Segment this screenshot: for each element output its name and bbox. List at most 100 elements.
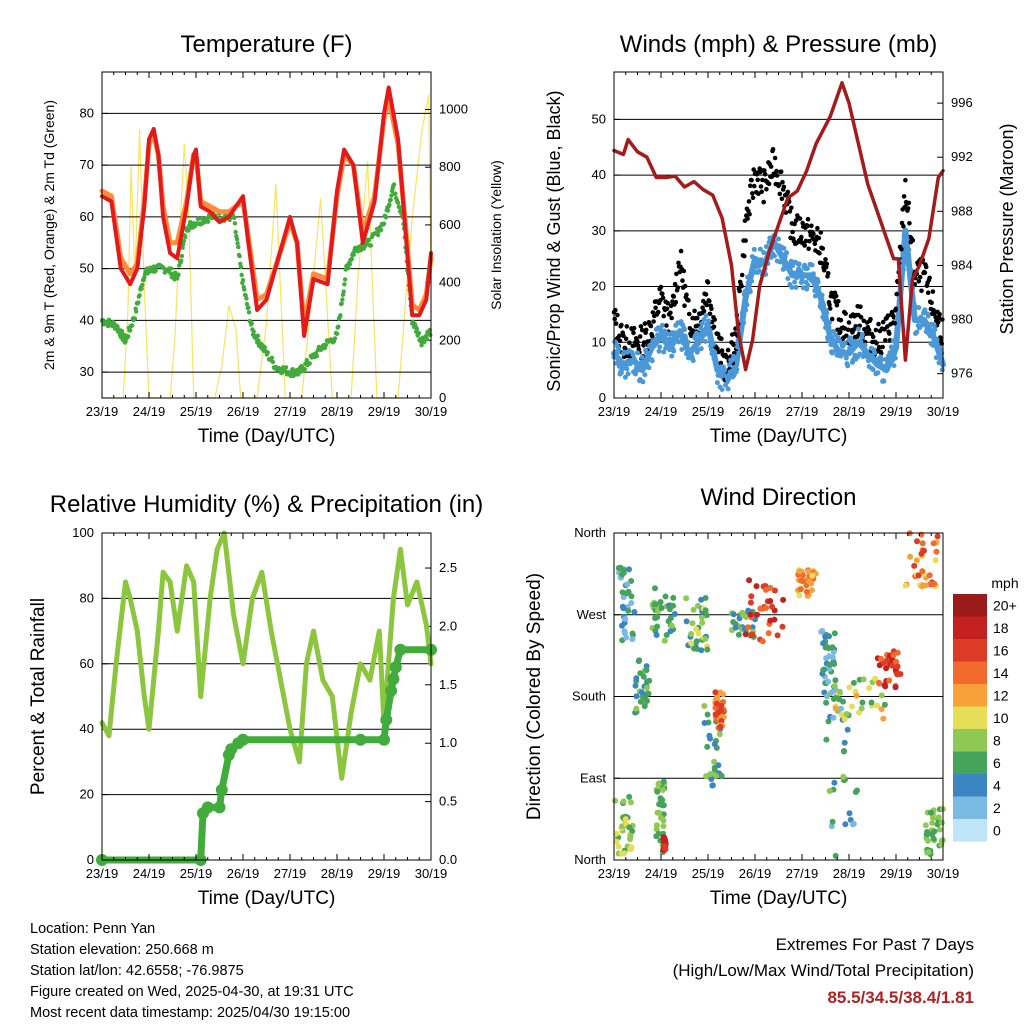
wind-speed-point bbox=[691, 344, 697, 350]
wind-speed-point bbox=[744, 302, 750, 308]
wind-direction-point bbox=[838, 705, 844, 712]
wind-speed-point bbox=[900, 258, 906, 264]
wind-direction-point bbox=[894, 671, 901, 678]
legend-swatch bbox=[953, 796, 987, 819]
wind-direction-point bbox=[640, 673, 647, 680]
gust-point bbox=[803, 238, 809, 244]
wind-direction-point bbox=[628, 593, 635, 600]
wind-speed-point bbox=[939, 367, 945, 373]
wind-speed-point bbox=[699, 321, 705, 326]
wind-direction-point bbox=[938, 819, 945, 826]
gust-point bbox=[739, 283, 744, 289]
gust-point bbox=[806, 246, 811, 252]
wind-speed-point bbox=[746, 283, 752, 289]
humidity-x-tick-label: 29/19 bbox=[368, 866, 401, 881]
dewpoint-point bbox=[255, 333, 260, 338]
dewpoint-point bbox=[234, 237, 240, 242]
gust-point bbox=[660, 295, 666, 301]
humidity-y2-tick-label: 0.0 bbox=[439, 852, 457, 867]
direction-y-tick-label: North bbox=[574, 525, 606, 540]
wind-speed-point bbox=[900, 267, 906, 272]
extremes-value: 85.5/34.5/38.4/1.81 bbox=[827, 988, 974, 1007]
gust-point bbox=[703, 292, 709, 297]
wind-direction-point bbox=[668, 622, 675, 629]
gust-point bbox=[764, 186, 769, 192]
dewpoint-point bbox=[307, 361, 312, 366]
winds-y-tick-label: 40 bbox=[592, 167, 606, 182]
gust-point bbox=[866, 327, 872, 333]
wind-direction-point bbox=[911, 562, 918, 569]
wind-speed-point bbox=[645, 350, 651, 356]
humidity-x-tick-label: 27/19 bbox=[274, 866, 307, 881]
wind-speed-point bbox=[742, 289, 748, 294]
gust-point bbox=[719, 336, 724, 342]
wind-direction-point bbox=[659, 797, 666, 803]
wind-direction-point bbox=[860, 676, 867, 683]
legend-title: mph bbox=[991, 575, 1018, 591]
humidity-y2-tick-label: 1.5 bbox=[439, 677, 457, 692]
wind-speed-point bbox=[933, 355, 939, 361]
wind-speed-point bbox=[632, 360, 638, 366]
gust-point bbox=[619, 322, 624, 328]
dewpoint-point bbox=[341, 289, 346, 294]
wind-direction-point bbox=[661, 637, 668, 644]
wind-direction-point bbox=[932, 557, 939, 564]
humidity-y2-tick-label: 2.5 bbox=[439, 560, 457, 575]
gust-point bbox=[762, 168, 767, 173]
wind-speed-point bbox=[804, 266, 810, 271]
dewpoint-point bbox=[183, 234, 188, 240]
wind-speed-point bbox=[843, 355, 849, 361]
wind-direction-point bbox=[882, 683, 889, 690]
wind-direction-point bbox=[779, 623, 786, 630]
wind-direction-point bbox=[660, 834, 667, 841]
wind-direction-point bbox=[832, 852, 839, 859]
wind-direction-point bbox=[762, 586, 769, 593]
dewpoint-point bbox=[235, 241, 240, 246]
wind-speed-point-group bbox=[611, 229, 945, 392]
dewpoint-point-group bbox=[99, 182, 433, 379]
dewpoint-point bbox=[391, 182, 397, 187]
wind-speed-point bbox=[722, 367, 728, 373]
wind-speed-point bbox=[914, 329, 920, 335]
wind-speed-point bbox=[723, 382, 728, 388]
wind-speed-point bbox=[743, 294, 749, 300]
wind-speed-point bbox=[889, 345, 895, 351]
wind-direction-point bbox=[701, 703, 708, 709]
wind-speed-point bbox=[937, 346, 943, 352]
latlon-text: Station lat/lon: 42.6558; -76.9875 bbox=[30, 963, 244, 979]
gust-point bbox=[878, 350, 884, 356]
gust-point bbox=[917, 274, 923, 280]
dewpoint-point bbox=[334, 331, 340, 336]
gust-point bbox=[661, 313, 666, 319]
wind-speed-point bbox=[890, 338, 896, 344]
wind-direction-point bbox=[688, 640, 695, 647]
wind-direction-point bbox=[655, 781, 662, 788]
gust-point bbox=[779, 196, 785, 202]
dewpoint-point bbox=[179, 258, 184, 263]
gust-point bbox=[766, 181, 772, 187]
winds-x-axis-label: Time (Day/UTC) bbox=[710, 426, 848, 447]
wind-direction-point bbox=[767, 617, 774, 624]
wind-speed-point bbox=[857, 351, 863, 357]
gust-point bbox=[617, 333, 622, 339]
wind-direction-point bbox=[753, 583, 760, 590]
wind-direction-point bbox=[622, 615, 629, 622]
wind-direction-point bbox=[688, 631, 695, 637]
direction-x-tick-label: 23/19 bbox=[598, 866, 631, 881]
wind-speed-point bbox=[677, 329, 683, 335]
humidity-y2-tick-label: 0.5 bbox=[439, 794, 457, 809]
wind-speed-point bbox=[714, 380, 720, 386]
wind-direction-point bbox=[825, 678, 832, 685]
legend-label: 0 bbox=[993, 822, 1001, 838]
humidity-x-tick-label: 26/19 bbox=[227, 866, 260, 881]
wind-direction-point bbox=[848, 703, 855, 710]
gust-point bbox=[642, 321, 648, 326]
winds-y-tick-label: 30 bbox=[592, 223, 606, 238]
gust-point bbox=[770, 147, 776, 152]
gust-point bbox=[742, 253, 747, 259]
gust-point bbox=[675, 285, 681, 290]
temperature-y-tick-label: 30 bbox=[80, 364, 94, 379]
wind-direction-point bbox=[759, 638, 766, 645]
recent-data-text: Most recent data timestamp: 2025/04/30 1… bbox=[30, 1005, 351, 1021]
wind-speed-point bbox=[792, 279, 798, 285]
